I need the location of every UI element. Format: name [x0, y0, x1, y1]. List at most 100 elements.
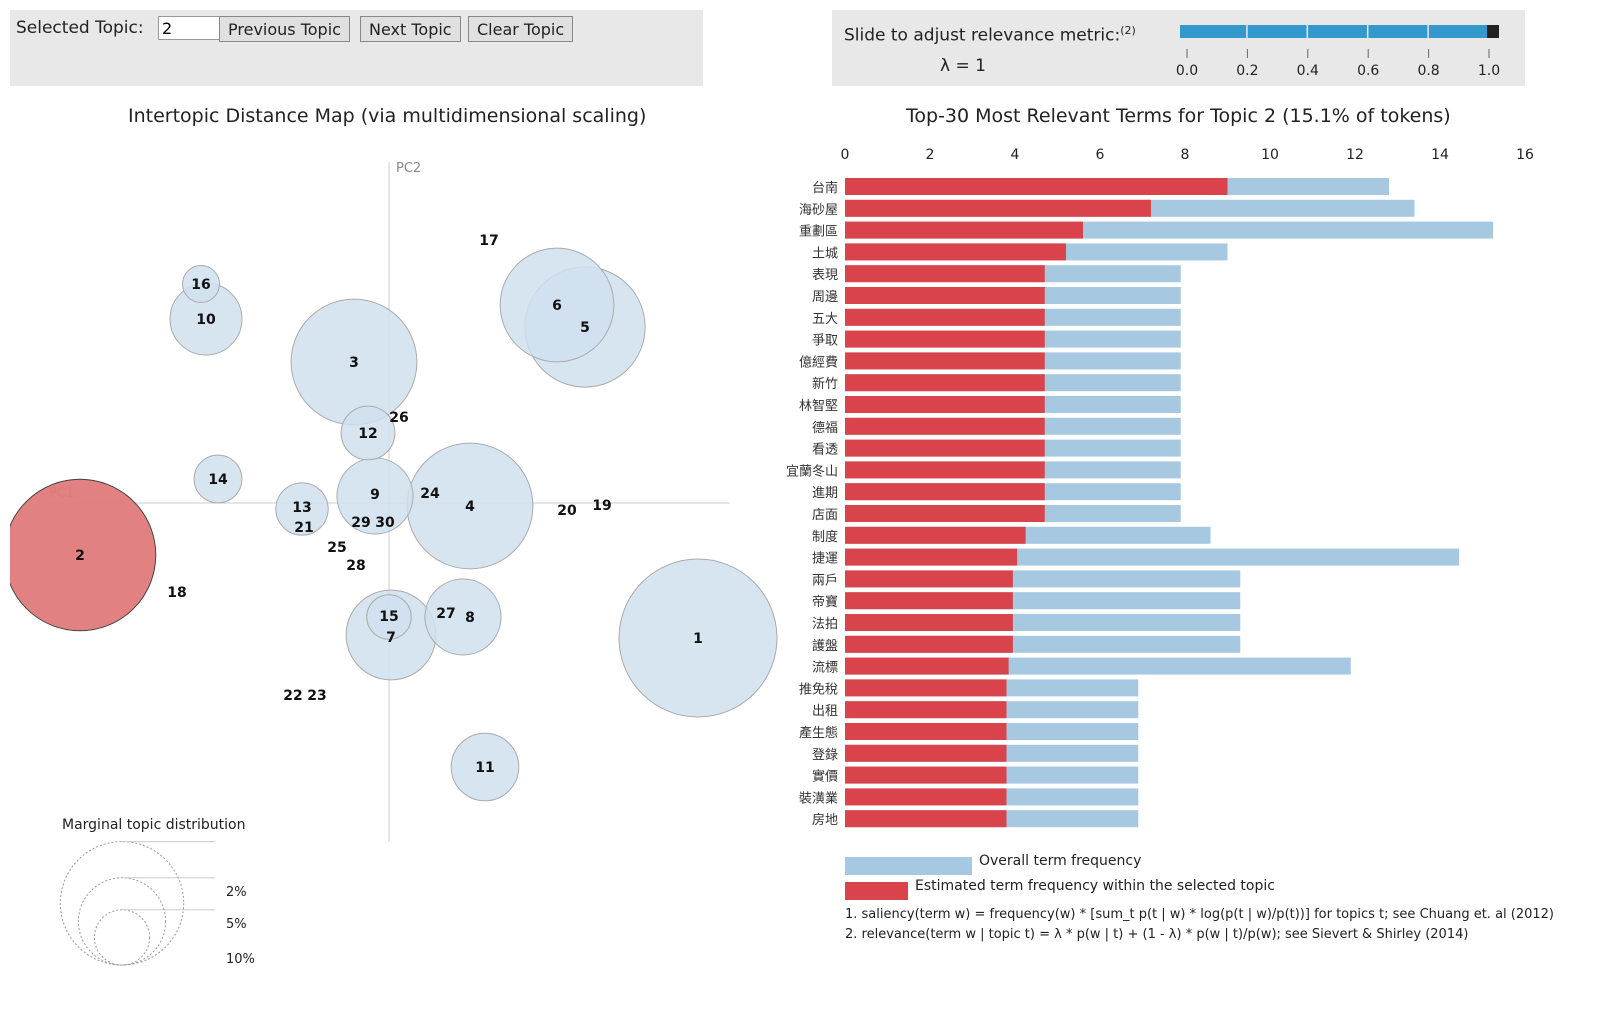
bar-selected-捷運[interactable]	[845, 548, 1018, 566]
term-label[interactable]: 新竹	[812, 376, 838, 392]
term-label[interactable]: 制度	[812, 529, 838, 545]
bar-selected-法拍[interactable]	[845, 614, 1013, 631]
term-label[interactable]: 護盤	[812, 638, 838, 654]
topic-circle-14[interactable]	[193, 454, 243, 504]
term-label[interactable]: 重劃區	[799, 224, 838, 240]
topic-circle-11[interactable]	[450, 732, 520, 802]
topic-label-19[interactable]: 19	[592, 498, 611, 514]
term-label[interactable]: 表現	[812, 268, 838, 283]
term-label[interactable]: 登錄	[812, 748, 838, 763]
topic-label-3[interactable]: 3	[349, 355, 359, 371]
bar-selected-登錄[interactable]	[845, 744, 1007, 762]
term-label[interactable]: 店面	[812, 508, 838, 523]
bar-selected-護盤[interactable]	[845, 635, 1013, 653]
bar-selected-實價[interactable]	[845, 766, 1007, 784]
topic-circle-8[interactable]	[424, 578, 502, 656]
bar-selected-重劃區[interactable]	[845, 221, 1083, 239]
topic-label-22[interactable]: 22	[283, 688, 302, 704]
topic-circle-12[interactable]	[340, 405, 396, 461]
topic-label-10[interactable]: 10	[196, 312, 216, 328]
bar-selected-裝潢業[interactable]	[845, 788, 1007, 806]
term-label[interactable]: 產生態	[799, 725, 838, 741]
topic-label-8[interactable]: 8	[465, 610, 475, 626]
topic-label-4[interactable]: 4	[465, 499, 475, 515]
topic-label-27[interactable]: 27	[436, 606, 455, 622]
term-label[interactable]: 億經費	[799, 354, 838, 370]
topic-label-23[interactable]: 23	[307, 688, 326, 704]
bar-selected-進期[interactable]	[845, 483, 1045, 501]
topic-label-1[interactable]: 1	[693, 631, 703, 647]
topic-label-13[interactable]: 13	[292, 500, 311, 516]
bar-selected-五大[interactable]	[845, 308, 1045, 326]
topic-label-24[interactable]: 24	[420, 486, 440, 502]
topic-circle-1[interactable]	[618, 558, 778, 718]
term-label[interactable]: 捷運	[812, 552, 838, 567]
topic-circle-6[interactable]	[499, 247, 615, 363]
term-label[interactable]: 宜蘭冬山	[786, 463, 838, 479]
bar-selected-德福[interactable]	[845, 417, 1045, 435]
bar-selected-宜蘭冬山[interactable]	[845, 461, 1045, 479]
term-label[interactable]: 流標	[812, 661, 838, 676]
term-label[interactable]: 看透	[812, 442, 838, 458]
topic-label-30[interactable]: 30	[375, 515, 395, 531]
relevance-slider-handle[interactable]	[1487, 25, 1499, 38]
topic-label-11[interactable]: 11	[475, 760, 494, 776]
topic-label-16[interactable]: 16	[191, 277, 210, 293]
term-label[interactable]: 林智堅	[799, 399, 838, 414]
topic-label-25[interactable]: 25	[327, 540, 346, 556]
topic-label-12[interactable]: 12	[358, 426, 377, 442]
term-label[interactable]: 台南	[812, 180, 838, 196]
topic-label-21[interactable]: 21	[294, 520, 313, 536]
topic-label-6[interactable]: 6	[552, 298, 562, 314]
bar-selected-流標[interactable]	[845, 657, 1009, 675]
term-label[interactable]: 德福	[812, 421, 838, 436]
term-label[interactable]: 房地	[812, 812, 838, 828]
bar-selected-推免稅[interactable]	[845, 679, 1007, 697]
topic-label-9[interactable]: 9	[370, 487, 380, 503]
topic-label-5[interactable]: 5	[580, 320, 590, 336]
bar-selected-店面[interactable]	[845, 505, 1045, 522]
topic-label-7[interactable]: 7	[386, 630, 396, 646]
term-label[interactable]: 兩戶	[812, 573, 838, 588]
topic-label-2[interactable]: 2	[75, 548, 85, 564]
bar-selected-看透[interactable]	[845, 439, 1045, 457]
bar-selected-爭取[interactable]	[845, 330, 1045, 348]
bar-selected-周邊[interactable]	[845, 287, 1045, 304]
bar-selected-海砂屋[interactable]	[845, 199, 1151, 217]
term-label[interactable]: 法拍	[812, 617, 838, 632]
term-label[interactable]: 爭取	[812, 334, 838, 349]
topic-label-14[interactable]: 14	[208, 472, 228, 488]
term-label[interactable]: 帝寶	[812, 594, 838, 610]
term-label[interactable]: 海砂屋	[799, 203, 838, 218]
term-label[interactable]: 土城	[812, 246, 838, 261]
term-label[interactable]: 實價	[812, 769, 838, 785]
topic-circle-16[interactable]	[182, 265, 220, 303]
bar-selected-帝寶[interactable]	[845, 592, 1013, 610]
term-label[interactable]: 五大	[812, 312, 838, 327]
topic-circle-15[interactable]	[366, 594, 412, 640]
topic-circle-2[interactable]	[4, 478, 157, 632]
topic-label-18[interactable]: 18	[167, 585, 186, 601]
topic-label-28[interactable]: 28	[346, 558, 365, 574]
topic-circle-13[interactable]	[275, 482, 329, 536]
topic-label-26[interactable]: 26	[389, 410, 408, 426]
term-label[interactable]: 進期	[812, 486, 838, 501]
bar-selected-房地[interactable]	[845, 810, 1007, 828]
bar-selected-台南[interactable]	[845, 178, 1228, 195]
bar-selected-表現[interactable]	[845, 265, 1045, 283]
topic-label-17[interactable]: 17	[479, 233, 498, 249]
clear-topic-button[interactable]: Clear Topic	[468, 16, 574, 42]
term-label[interactable]: 裝潢業	[799, 790, 838, 806]
bar-selected-制度[interactable]	[845, 526, 1026, 544]
term-label[interactable]: 推免稅	[799, 682, 838, 697]
bar-selected-產生態[interactable]	[845, 723, 1007, 740]
term-label[interactable]: 周邊	[812, 290, 838, 305]
bar-selected-兩戶[interactable]	[845, 570, 1013, 588]
term-label[interactable]: 出租	[812, 704, 838, 719]
bar-selected-新竹[interactable]	[845, 374, 1045, 392]
next-topic-button[interactable]: Next Topic	[360, 16, 461, 42]
topic-label-15[interactable]: 15	[379, 609, 398, 625]
bar-selected-出租[interactable]	[845, 701, 1007, 719]
topic-label-20[interactable]: 20	[557, 503, 577, 519]
previous-topic-button[interactable]: Previous Topic	[219, 16, 350, 42]
